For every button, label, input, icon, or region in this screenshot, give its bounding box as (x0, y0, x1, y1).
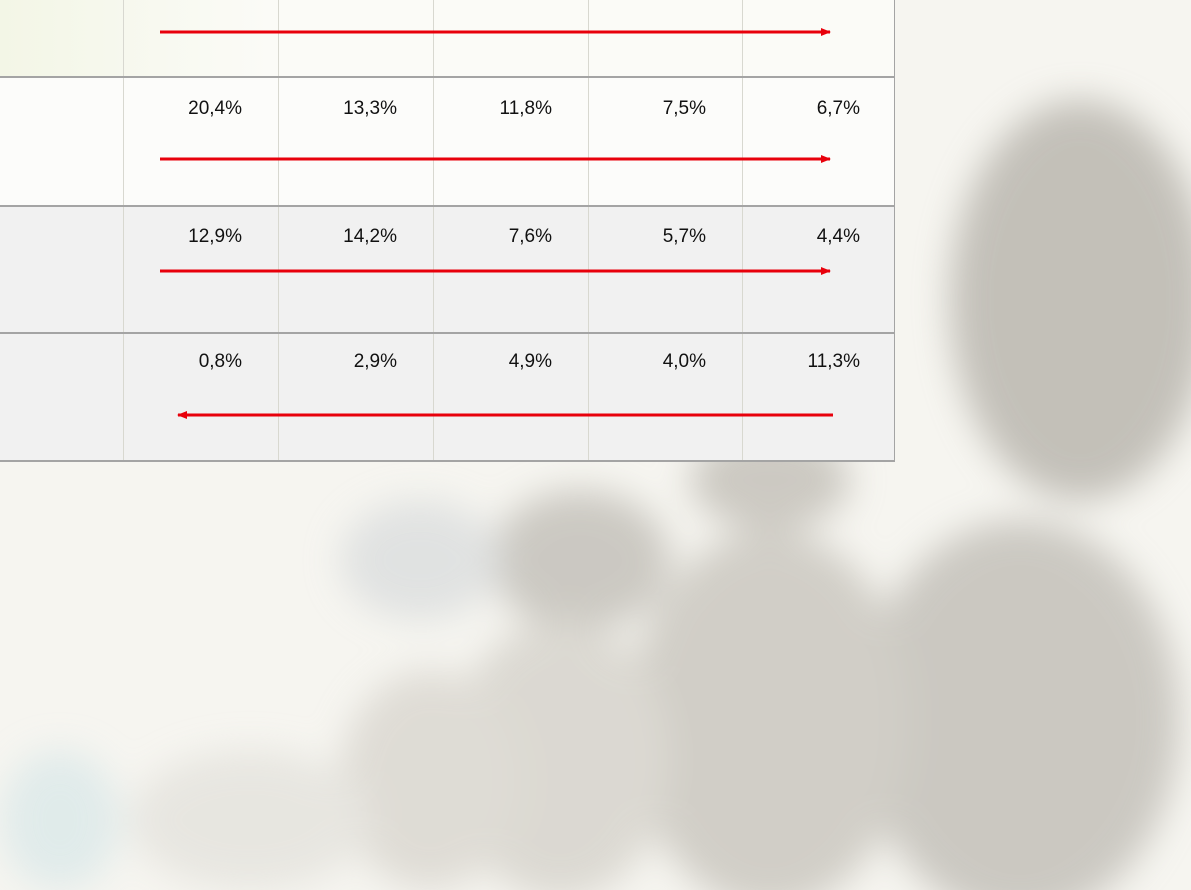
trend-arrows (160, 32, 833, 415)
arrows (0, 0, 900, 470)
page: {"table": {"rows": [ ["20,4%", "13,3%", … (0, 0, 1191, 890)
